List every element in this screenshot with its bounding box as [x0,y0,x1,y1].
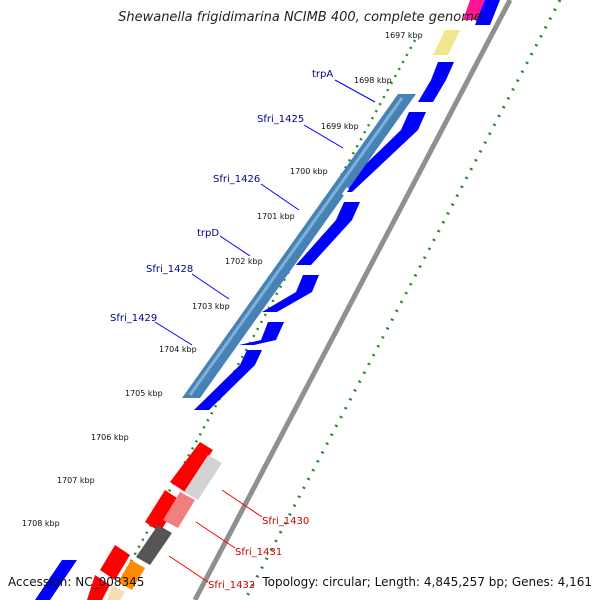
accession-label: Accession: NC_008345 [8,575,145,589]
leader-line-trpA [334,79,376,103]
cds-arrow-red-3 [100,545,130,580]
ruler-tick-1698: 1698 kbp [354,76,392,85]
cds-block-dark-grey [136,525,172,565]
cds-block-light-grey [184,455,222,500]
ruler-tick-labels: 1697 kbp 1698 kbp 1699 kbp 1700 kbp 1701… [22,31,423,528]
cds-block-blue-top [475,0,500,25]
leader-line-Sfri_1431 [195,521,236,549]
ruler-tick-1699: 1699 kbp [321,122,359,131]
operon-band-highlight [188,97,404,396]
backbone-ring [192,0,513,600]
ruler-tick-1697: 1697 kbp [385,31,423,40]
cds-arrow-red-4 [87,575,110,600]
gene-label-Sfri_1428[interactable]: Sfri_1428 [146,264,193,275]
leader-line-Sfri_1432 [168,555,209,583]
ruler-tick-1701: 1701 kbp [257,212,295,221]
operon-band-gap [341,187,350,196]
cds-block-blue-bottom [35,560,77,600]
ruler-tick-1702: 1702 kbp [225,257,263,266]
gene-label-Sfri_1429[interactable]: Sfri_1429 [110,313,157,324]
leader-line-Sfri_1428 [191,273,230,300]
genome-summary-label: Topology: circular; Length: 4,845,257 bp… [262,575,592,589]
gene-label-Sfri_1432[interactable]: Sfri_1432 [208,580,255,591]
cds-arrow-trpA [418,62,454,102]
cds-arrow-trpD [262,275,319,312]
leader-line-Sfri_1425 [303,124,344,149]
cds-arrow-red-2 [145,490,180,532]
leader-line-trpD [219,235,251,257]
leader-line-Sfri_1429 [154,321,193,346]
cds-block-yellow [433,30,460,55]
gene-label-Sfri_1430[interactable]: Sfri_1430 [262,516,309,527]
cds-arrow-Sfri_1429 [194,350,262,410]
cds-block-orange [118,560,145,590]
ruler-tick-1707: 1707 kbp [57,476,95,485]
cds-arrow-Sfri_1426 [296,202,360,265]
leader-line-Sfri_1426 [260,183,300,211]
ruler-tick-1704: 1704 kbp [159,345,197,354]
gene-label-Sfri_1426[interactable]: Sfri_1426 [213,174,260,185]
gene-label-Sfri_1425[interactable]: Sfri_1425 [257,114,304,125]
ruler-tick-1706: 1706 kbp [91,433,129,442]
map-title: Shewanella frigidimarina NCIMB 400, comp… [118,10,482,25]
ruler-tick-1708: 1708 kbp [22,519,60,528]
cds-block-pink-lower [163,492,195,528]
cds-block-light-yellow [107,585,125,600]
ruler-tick-1700: 1700 kbp [290,167,328,176]
leader-line-Sfri_1430 [221,489,263,518]
ruler-tick-1703: 1703 kbp [192,302,230,311]
ruler-tick-1705: 1705 kbp [125,389,163,398]
cds-arrow-Sfri_1428 [239,322,284,345]
gene-labels-upper: trpA Sfri_1425 Sfri_1426 trpD Sfri_1428 … [110,69,376,346]
cds-arrow-red-1 [170,442,213,492]
gene-label-trpD[interactable]: trpD [197,228,219,239]
gene-label-trpA[interactable]: trpA [312,69,333,80]
gene-labels-lower: Sfri_1430 Sfri_1431 Sfri_1432 [168,489,309,591]
gene-label-Sfri_1431[interactable]: Sfri_1431 [235,547,282,558]
